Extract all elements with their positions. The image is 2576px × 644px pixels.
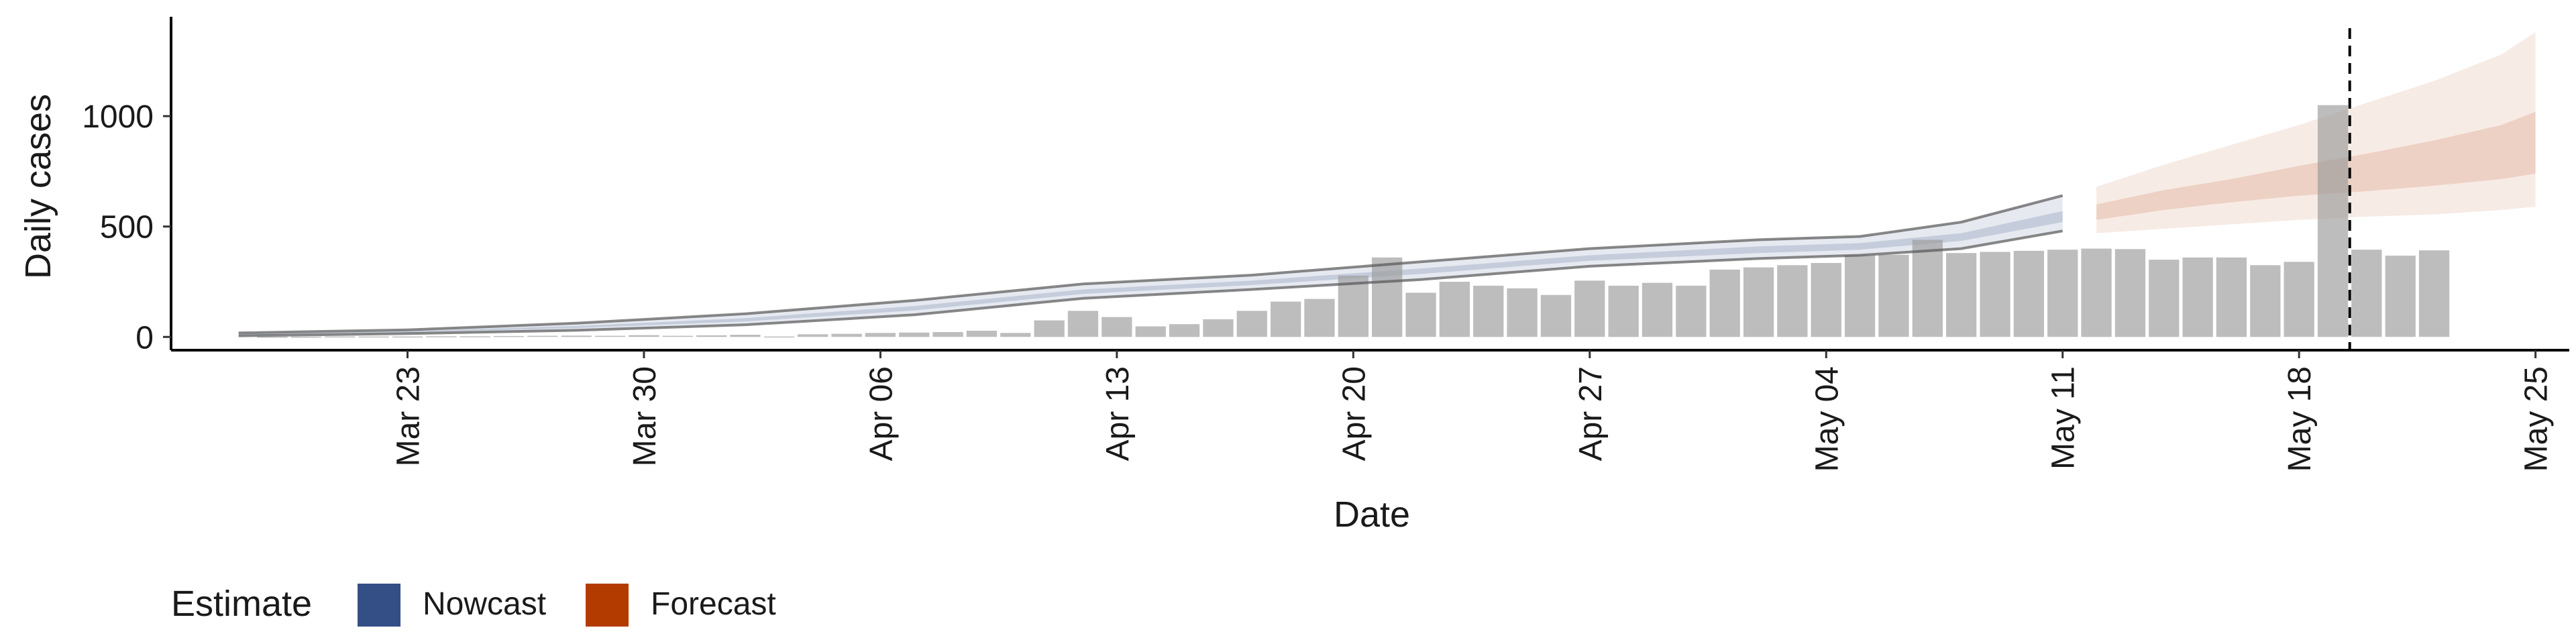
- x-tick-label-2020-04-20: Apr 20: [1336, 366, 1372, 461]
- bar-2020-04-20: [1338, 275, 1368, 337]
- bar-2020-05-04: [1811, 263, 1841, 337]
- legend-label-nowcast: Nowcast: [423, 586, 546, 622]
- bar-2020-04-13: [1102, 317, 1132, 337]
- bar-2020-05-09: [1980, 252, 2010, 337]
- bar-2020-04-18: [1271, 301, 1301, 337]
- bar-2020-04-27: [1574, 280, 1605, 337]
- axes: [170, 17, 2569, 352]
- bar-2020-03-21: [325, 336, 356, 338]
- bar-2020-04-08: [932, 332, 963, 337]
- bar-2020-05-17: [2250, 265, 2281, 337]
- bar-2020-04-02: [730, 335, 761, 337]
- bar-2020-04-10: [1000, 333, 1031, 337]
- bar-2020-03-22: [358, 336, 389, 338]
- x-tick-label-2020-05-18: May 18: [2282, 366, 2318, 472]
- x-tick-label-2020-03-30: Mar 30: [627, 366, 663, 466]
- legend-key-nowcast: [358, 584, 400, 627]
- bar-2020-04-03: [763, 336, 794, 338]
- legend: Estimate Nowcast Forecast: [171, 584, 776, 627]
- x-tick-label-2020-05-04: May 04: [1809, 366, 1845, 472]
- bar-2020-04-09: [966, 331, 998, 337]
- bar-2020-04-04: [798, 334, 828, 337]
- bar-2020-04-15: [1169, 324, 1200, 337]
- bar-2020-04-12: [1067, 311, 1099, 337]
- y-tick-label-1000: 1000: [82, 99, 154, 135]
- bar-2020-04-26: [1540, 294, 1572, 337]
- bar-2020-04-16: [1203, 319, 1234, 337]
- bar-2020-03-24: [426, 336, 457, 337]
- x-tick-label-2020-04-13: Apr 13: [1100, 366, 1136, 461]
- bar-2020-04-23: [1439, 282, 1470, 337]
- legend-title: Estimate: [171, 584, 312, 624]
- bar-2020-04-17: [1236, 311, 1267, 337]
- y-tick-label-500: 500: [100, 210, 154, 246]
- bars-group: [257, 105, 2450, 338]
- bar-2020-05-02: [1743, 267, 1774, 337]
- nowcast-upper-line: [238, 194, 2063, 335]
- bar-2020-04-05: [831, 333, 862, 337]
- nowcast-lines: [238, 194, 2063, 337]
- bar-2020-04-14: [1135, 326, 1166, 337]
- x-tick-label-2020-04-27: Apr 27: [1573, 366, 1609, 461]
- bar-2020-03-19: [257, 336, 288, 338]
- bar-2020-04-29: [1642, 282, 1673, 337]
- x-tick-label-2020-05-11: May 11: [2046, 366, 2082, 470]
- bar-2020-03-27: [527, 335, 558, 337]
- bar-2020-04-22: [1405, 292, 1436, 337]
- bar-2020-05-12: [2081, 248, 2112, 337]
- bar-2020-05-08: [1946, 253, 1977, 337]
- bar-2020-04-21: [1372, 257, 1403, 337]
- bar-2020-04-07: [899, 332, 930, 337]
- bar-2020-03-29: [594, 335, 626, 337]
- x-tick-label-2020-05-25: May 25: [2519, 366, 2555, 472]
- bar-2020-03-26: [493, 335, 525, 337]
- legend-label-forecast: Forecast: [651, 586, 776, 622]
- bar-2020-05-21: [2385, 256, 2416, 337]
- bar-2020-05-03: [1777, 265, 1808, 337]
- bar-2020-05-16: [2216, 257, 2247, 337]
- bar-2020-04-06: [865, 333, 896, 337]
- bar-2020-05-20: [2351, 250, 2382, 337]
- bar-2020-05-10: [2013, 250, 2044, 337]
- nowcast-lower-line: [238, 229, 2063, 337]
- bar-2020-04-01: [696, 335, 727, 337]
- bar-2020-04-30: [1676, 285, 1707, 337]
- bar-2020-05-19: [2317, 105, 2349, 337]
- bar-2020-03-30: [629, 335, 659, 337]
- forecast-band-90: [2096, 32, 2536, 233]
- bar-2020-03-23: [392, 336, 423, 338]
- x-tick-label-2020-04-06: Apr 06: [863, 366, 899, 461]
- y-tick-label-0: 0: [136, 320, 154, 356]
- bar-2020-05-22: [2418, 250, 2450, 337]
- x-tick-label-2020-03-23: Mar 23: [391, 366, 427, 466]
- bar-2020-05-18: [2284, 262, 2314, 337]
- y-axis-title: Daily cases: [18, 94, 58, 279]
- bar-2020-05-06: [1878, 254, 1909, 337]
- y-ticks: 0 500 1000: [82, 99, 171, 356]
- bar-2020-03-20: [290, 336, 322, 338]
- bar-2020-05-05: [1844, 255, 1876, 337]
- bar-2020-04-24: [1473, 285, 1504, 337]
- bar-2020-05-13: [2114, 249, 2146, 337]
- bar-2020-03-31: [662, 335, 693, 337]
- bar-2020-04-25: [1507, 288, 1538, 337]
- bar-2020-05-01: [1709, 269, 1740, 337]
- bar-2020-04-11: [1034, 320, 1065, 337]
- bar-2020-05-07: [1912, 239, 1943, 337]
- bar-2020-03-28: [561, 335, 592, 337]
- x-ticks: Mar 23 Mar 30 Apr 06 Apr 13 Apr 20 Apr 27 May …: [391, 350, 2555, 472]
- legend-key-forecast: [586, 584, 629, 627]
- x-axis-title: Date: [1334, 494, 1410, 535]
- bar-2020-05-11: [2047, 250, 2078, 337]
- bar-2020-05-15: [2182, 257, 2213, 337]
- bar-2020-05-14: [2149, 260, 2180, 337]
- bar-2020-04-28: [1608, 285, 1639, 337]
- forecast-band-50: [2096, 111, 2536, 220]
- bar-2020-03-25: [460, 336, 490, 337]
- bar-2020-04-19: [1304, 299, 1335, 337]
- estimate-bands: [238, 32, 2536, 336]
